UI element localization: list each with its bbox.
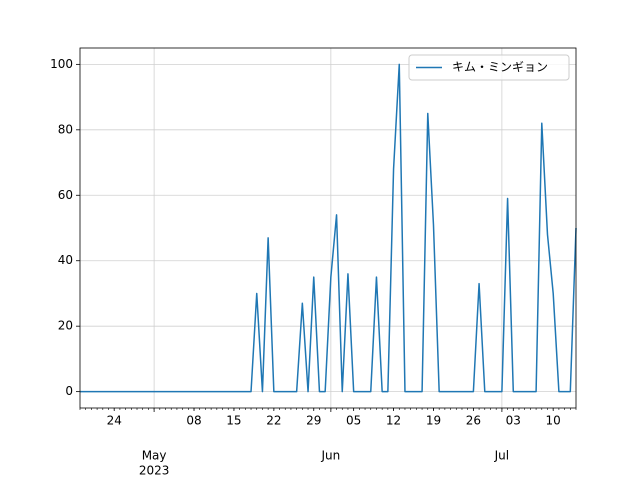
x-minor-tick-label: 29 xyxy=(306,414,321,428)
legend-label: キム・ミンギョン xyxy=(452,60,548,74)
data-line xyxy=(80,63,577,393)
y-tick-label: 20 xyxy=(58,319,73,333)
x-minor-tick-label: 03 xyxy=(506,414,521,428)
x-minor-tick-label: 19 xyxy=(426,414,441,428)
y-tick-label: 100 xyxy=(50,57,73,71)
y-tick-label: 60 xyxy=(58,188,73,202)
y-tick-label: 40 xyxy=(58,253,73,267)
axes-frame xyxy=(79,47,577,409)
x-minor-tick-label: 26 xyxy=(466,414,481,428)
x-year-label: 2023 xyxy=(139,464,170,478)
x-minor-tick-label: 24 xyxy=(107,414,122,428)
x-tick-label: Jun xyxy=(320,449,340,463)
x-minor-tick-label: 12 xyxy=(386,414,401,428)
y-tick-label: 0 xyxy=(65,384,73,398)
x-minor-tick-label: 05 xyxy=(346,414,361,428)
legend-box xyxy=(408,54,570,81)
x-tick-label: Jul xyxy=(494,449,509,463)
x-minor-tick-label: 15 xyxy=(226,414,241,428)
x-tick-label: May xyxy=(142,449,167,463)
x-minor-tick-label: 10 xyxy=(546,414,561,428)
y-tick-label: 80 xyxy=(58,122,73,136)
x-minor-tick-label: 08 xyxy=(186,414,201,428)
x-minor-tick-label: 22 xyxy=(266,414,281,428)
